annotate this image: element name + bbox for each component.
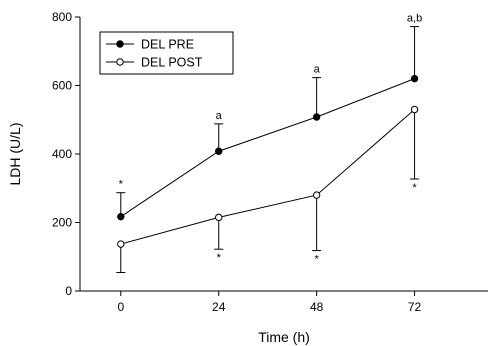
legend-label-del-pre: DEL PRE bbox=[141, 38, 194, 52]
annotation-label: a,b bbox=[407, 13, 422, 25]
legend-marker-del-post bbox=[116, 58, 124, 66]
y-tick-label: 400 bbox=[52, 147, 72, 161]
y-tick-label: 800 bbox=[52, 10, 72, 24]
series-line bbox=[120, 109, 415, 245]
x-axis-title: Time (h) bbox=[258, 329, 310, 345]
legend-label-del-post: DEL POST bbox=[141, 56, 203, 70]
legend: DEL PRE DEL POST bbox=[99, 31, 234, 75]
x-tick-label: 24 bbox=[212, 300, 226, 314]
x-tick-label: 48 bbox=[310, 300, 324, 314]
x-tick-label: 0 bbox=[117, 300, 124, 314]
data-point bbox=[215, 147, 223, 155]
annotation-label: * bbox=[314, 254, 319, 266]
series-line bbox=[120, 78, 415, 218]
data-point bbox=[410, 105, 419, 114]
y-tick-label: 200 bbox=[52, 216, 72, 230]
plot-area: * a a a,b * * * bbox=[116, 13, 422, 274]
x-tick-label: 72 bbox=[408, 300, 422, 314]
annotation-label: * bbox=[119, 179, 124, 191]
data-point bbox=[410, 74, 419, 83]
legend-box bbox=[99, 31, 234, 75]
annotation-label: a bbox=[314, 64, 321, 76]
data-point bbox=[117, 212, 125, 221]
data-point bbox=[117, 240, 125, 248]
annotation-label: * bbox=[412, 182, 417, 194]
series-0: * a a a,b bbox=[116, 13, 422, 221]
y-axis-title: LDH (U/L) bbox=[7, 122, 23, 185]
annotation-label: * bbox=[217, 252, 222, 264]
y-tick-label: 0 bbox=[65, 284, 72, 298]
x-ticks: 0 24 48 72 bbox=[117, 291, 422, 314]
legend-marker-del-pre bbox=[116, 40, 124, 48]
y-tick-label: 600 bbox=[52, 79, 72, 93]
annotation-label: a bbox=[216, 110, 223, 122]
data-point bbox=[215, 213, 223, 222]
data-point bbox=[312, 191, 321, 199]
data-point bbox=[312, 113, 321, 121]
y-ticks: 0 200 400 600 800 bbox=[52, 10, 80, 298]
series-1: * * * bbox=[116, 105, 420, 274]
